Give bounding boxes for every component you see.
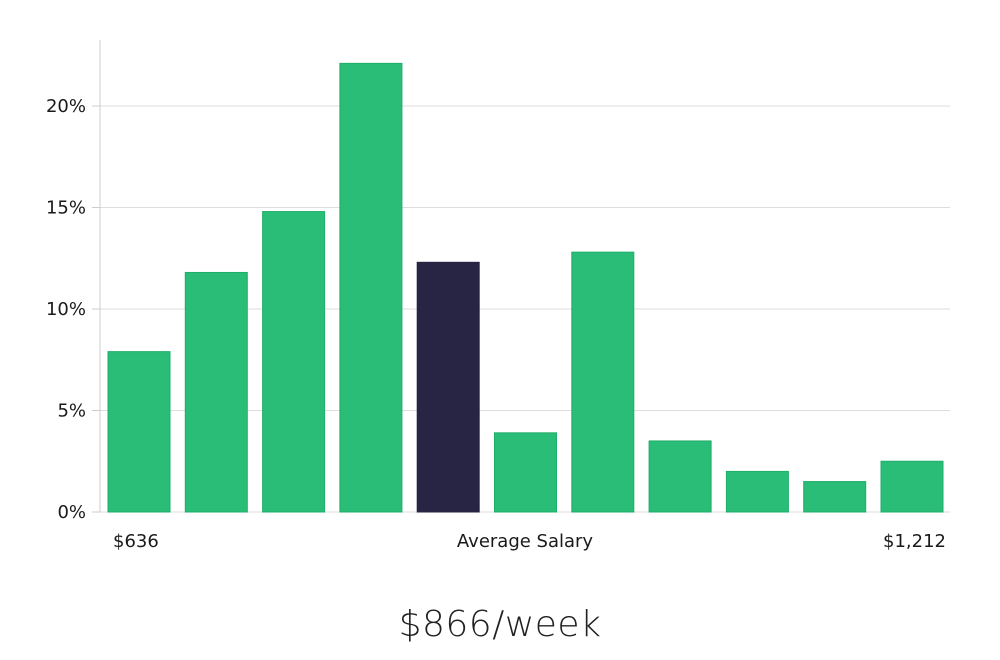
- average-salary-value: $866/week: [398, 604, 602, 645]
- y-axis-ticks: 0% 5% 10% 15% 20%: [46, 96, 100, 523]
- y-tick-label: 0%: [57, 502, 86, 523]
- y-tick-label: 5%: [57, 401, 86, 422]
- bar: [184, 271, 248, 513]
- bar: [107, 351, 171, 513]
- bar: [803, 481, 867, 513]
- y-tick-label: 10%: [46, 299, 86, 320]
- x-label-min: $636: [113, 531, 159, 552]
- y-tick-label: 15%: [46, 198, 86, 219]
- bar: [725, 470, 789, 513]
- bar: [648, 440, 712, 513]
- bars: [107, 62, 944, 513]
- bar: [880, 460, 944, 513]
- bar: [262, 211, 326, 513]
- x-label-max: $1,212: [883, 531, 946, 552]
- salary-histogram: 0% 5% 10% 15% 20% $636 Average Salary $1,212: [46, 40, 950, 552]
- x-label-average: Average Salary: [457, 531, 594, 552]
- bar: [339, 62, 403, 513]
- bar-average-salary: [416, 261, 480, 513]
- y-tick-label: 20%: [46, 96, 86, 117]
- bar: [494, 432, 557, 513]
- bar: [571, 251, 635, 513]
